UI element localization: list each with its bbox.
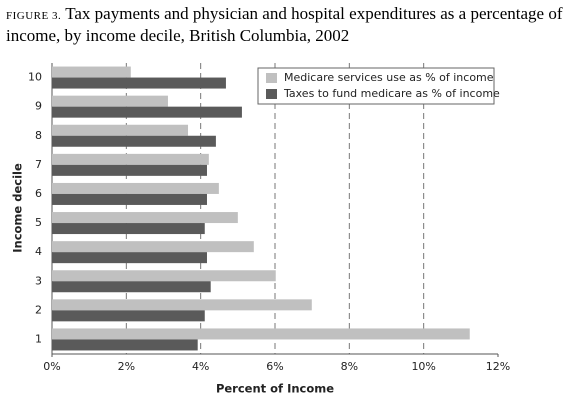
- bar: [52, 66, 131, 78]
- bar: [52, 193, 207, 205]
- bar: [52, 223, 205, 235]
- y-tick-label: 2: [35, 303, 42, 316]
- y-tick-label: 10: [28, 71, 42, 84]
- bar: [52, 241, 254, 253]
- bar: [52, 270, 276, 282]
- bar: [52, 164, 207, 176]
- x-tick-label: 4%: [192, 360, 209, 373]
- bar: [52, 252, 207, 264]
- y-tick-label: 7: [35, 158, 42, 171]
- y-axis-label: Income decile: [11, 163, 25, 253]
- bar: [52, 212, 238, 224]
- bar: [52, 182, 219, 194]
- bar: [52, 281, 211, 293]
- title-block: FIGURE 3. Tax payments and physician and…: [6, 4, 576, 46]
- bar: [52, 95, 168, 107]
- x-tick-label: 0%: [43, 360, 60, 373]
- x-axis-label: Percent of Income: [216, 382, 334, 396]
- legend-swatch: [266, 89, 277, 99]
- bar: [52, 124, 189, 136]
- legend-label: Taxes to fund medicare as % of income: [283, 87, 500, 100]
- bar: [52, 299, 312, 311]
- y-tick-label: 8: [35, 129, 42, 142]
- legend-box: [257, 67, 495, 105]
- x-tick-label: 8%: [341, 360, 358, 373]
- legend-label: Medicare services use as % of income: [284, 71, 494, 84]
- chart-title: Tax payments and physician and hospital …: [6, 4, 563, 45]
- bar: [52, 328, 470, 340]
- bar: [52, 77, 226, 89]
- y-tick-label: 4: [35, 245, 42, 258]
- y-tick-label: 1: [35, 332, 42, 345]
- bar: [52, 310, 205, 322]
- y-tick-label: 9: [35, 100, 42, 113]
- x-tick-label: 6%: [266, 360, 283, 373]
- y-tick-label: 6: [35, 187, 42, 200]
- bar: [52, 106, 242, 118]
- bar: [52, 153, 209, 165]
- x-tick-label: 2%: [118, 360, 135, 373]
- x-tick-label: 10%: [411, 360, 435, 373]
- bar: [52, 339, 198, 351]
- figure-label: FIGURE 3.: [6, 10, 62, 22]
- x-tick-label: 12%: [486, 360, 510, 373]
- y-tick-label: 5: [35, 216, 42, 229]
- legend-swatch: [266, 73, 277, 83]
- bar: [52, 135, 216, 147]
- y-tick-label: 3: [35, 274, 42, 287]
